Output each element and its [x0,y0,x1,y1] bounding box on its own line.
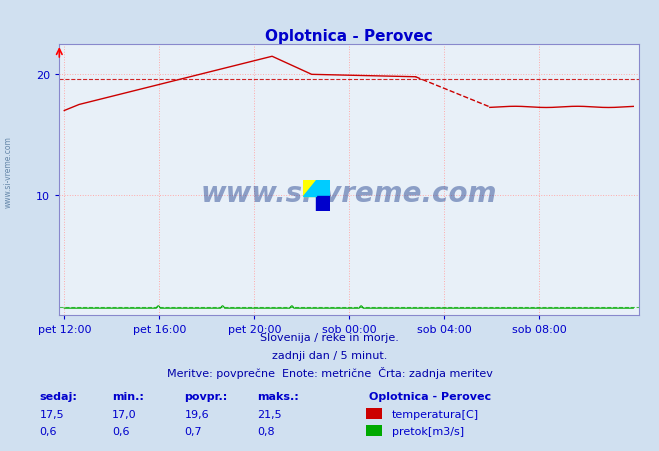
Text: 0,6: 0,6 [112,426,130,436]
Text: zadnji dan / 5 minut.: zadnji dan / 5 minut. [272,350,387,360]
Text: 0,7: 0,7 [185,426,202,436]
Text: Meritve: povprečne  Enote: metrične  Črta: zadnja meritev: Meritve: povprečne Enote: metrične Črta:… [167,367,492,378]
Text: 19,6: 19,6 [185,409,209,419]
Text: 21,5: 21,5 [257,409,281,419]
Text: maks.:: maks.: [257,391,299,401]
Title: Oplotnica - Perovec: Oplotnica - Perovec [266,29,433,44]
PathPatch shape [303,180,316,196]
Text: www.si-vreme.com: www.si-vreme.com [201,180,498,208]
Text: 0,8: 0,8 [257,426,275,436]
Text: temperatura[C]: temperatura[C] [392,409,479,419]
Text: www.si-vreme.com: www.si-vreme.com [3,135,13,207]
Text: Oplotnica - Perovec: Oplotnica - Perovec [369,391,491,401]
Text: min.:: min.: [112,391,144,401]
Bar [316,180,330,196]
Text: 17,0: 17,0 [112,409,136,419]
Bar [316,196,330,212]
Text: 0,6: 0,6 [40,426,57,436]
Text: povpr.:: povpr.: [185,391,228,401]
Text: pretok[m3/s]: pretok[m3/s] [392,426,464,436]
Text: Slovenija / reke in morje.: Slovenija / reke in morje. [260,332,399,342]
Bar [303,180,316,196]
Text: sedaj:: sedaj: [40,391,77,401]
Text: 17,5: 17,5 [40,409,64,419]
